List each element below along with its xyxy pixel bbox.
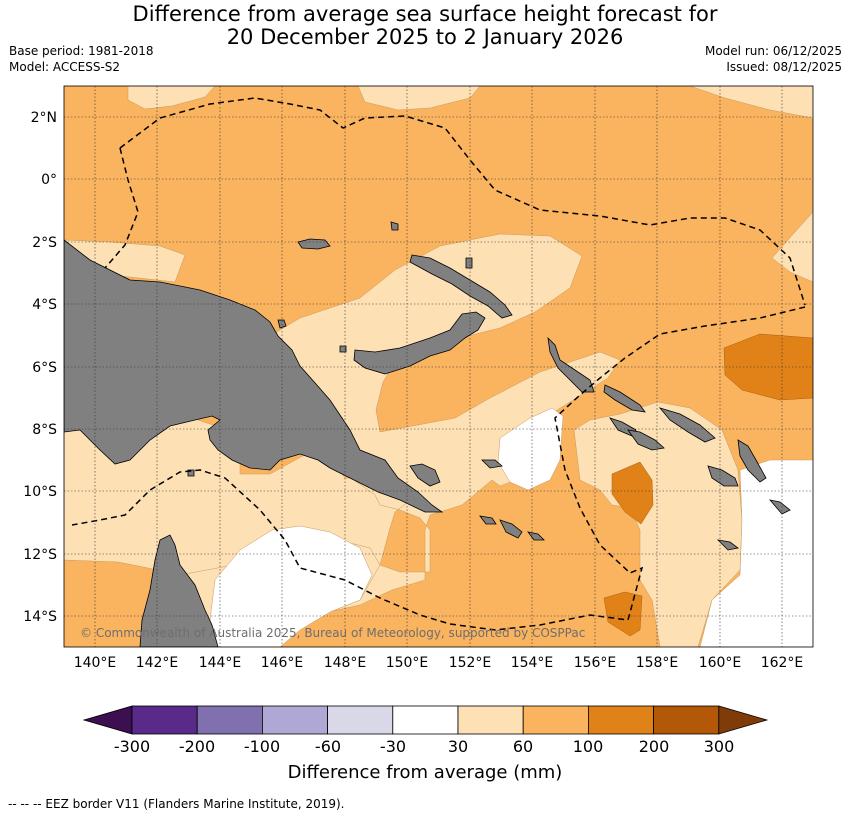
eez-border-png-north: [119, 97, 806, 306]
title-line-1: Difference from average sea surface heig…: [132, 2, 718, 26]
anomaly-30-60-east-lower: [573, 401, 743, 647]
lon-tick: 142°E: [136, 655, 179, 671]
colorbar-title: Difference from average (mm): [288, 762, 563, 783]
louisiade-archipelago: [499, 519, 523, 539]
colorbar-segment: [522, 705, 589, 735]
colorbar-labels: -300 -200 -100 -60 -30 30 60 100 200 300: [114, 737, 734, 756]
lat-tick: 4°S: [32, 297, 57, 313]
lat-tick: 14°S: [23, 609, 57, 625]
lat-tick: 8°S: [32, 422, 57, 438]
malaita: [737, 439, 767, 483]
colorbar-segment: [392, 705, 459, 735]
meta-right: Model run: 06/12/2025 Issued: 08/12/2025: [705, 43, 842, 75]
anomaly-100-200-solomon: [611, 461, 654, 525]
new-guinea: [64, 239, 444, 513]
lat-tick: 12°S: [23, 547, 57, 563]
colorbar-label: -200: [179, 737, 215, 756]
eez-border: [71, 97, 806, 631]
colorbar-label: 60: [513, 737, 533, 756]
colorbar-segment: [327, 705, 394, 735]
guadalcanal: [627, 429, 665, 451]
bismarck-islet-c: [465, 257, 473, 269]
admiralty-islet: [390, 221, 399, 231]
lon-tick: 148°E: [324, 655, 367, 671]
lon-tick: 154°E: [511, 655, 554, 671]
colorbar-segment: [261, 705, 328, 735]
eez-border-solomon: [71, 306, 806, 631]
map-gridlines: [64, 86, 813, 647]
copyright-notice: © Commonwealth of Australia 2025, Bureau…: [80, 626, 585, 640]
model-name: Model: ACCESS-S2: [9, 60, 121, 74]
dentrecasteaux-islands: [409, 463, 441, 487]
woodlark-island: [481, 459, 503, 469]
bougainville: [547, 336, 595, 393]
colorbar-extend-high: [718, 705, 769, 735]
choiseul: [603, 384, 646, 413]
makira: [707, 465, 739, 487]
lat-tick: 2°N: [31, 110, 57, 126]
lat-tick: 0°: [41, 172, 57, 188]
eez-border-png-west: [104, 147, 139, 269]
colorbar-label: -300: [114, 737, 150, 756]
colorbar-segment: [653, 705, 720, 735]
lon-tick: 158°E: [636, 655, 679, 671]
map-frame: [63, 85, 814, 648]
lon-tick: 156°E: [574, 655, 617, 671]
santa-isabel: [658, 407, 716, 443]
lon-tick: 160°E: [699, 655, 742, 671]
lon-tick: 152°E: [449, 655, 492, 671]
colorbar-label: 300: [704, 737, 735, 756]
rennell-island: [716, 539, 739, 551]
lon-tick: 140°E: [74, 655, 117, 671]
meta-left: Base period: 1981-2018 Model: ACCESS-S2: [9, 43, 154, 75]
title-line-2: 20 December 2025 to 2 January 2026: [226, 25, 624, 49]
colorbar-label: -30: [380, 737, 406, 756]
east-solomon-islet: [768, 499, 791, 515]
lon-tick: 146°E: [261, 655, 304, 671]
tagula-island: [479, 515, 497, 525]
lon-tick: 144°E: [199, 655, 242, 671]
new-britain: [353, 311, 486, 375]
eez-legend-note: -- -- -- EEZ border V11 (Flanders Marine…: [8, 797, 345, 811]
colorbar-label: 30: [448, 737, 468, 756]
colorbar-segment: [196, 705, 263, 735]
lon-tick: 150°E: [386, 655, 429, 671]
colorbar-segment: [131, 705, 198, 735]
lat-tick: 6°S: [32, 360, 57, 376]
anomaly-neutral-central: [497, 407, 564, 491]
lat-tick: 10°S: [23, 484, 57, 500]
land-masses: [64, 221, 791, 647]
colorbar-label: 200: [639, 737, 670, 756]
colorbar-segments: [82, 705, 769, 735]
colorbar-label: -60: [315, 737, 341, 756]
model-run: Model run: 06/12/2025: [704, 44, 842, 58]
anomaly-30-60-north-b: [357, 86, 481, 111]
latitude-ticks: 2°N 0° 2°S 4°S 6°S 8°S 10°S 12°S 14°S: [23, 110, 57, 625]
lon-tick: 162°E: [761, 655, 804, 671]
bismarck-islet-b: [339, 345, 347, 353]
manus-island: [297, 238, 331, 250]
longitude-ticks: 140°E 142°E 144°E 146°E 148°E 150°E 152°…: [74, 655, 804, 671]
base-period: Base period: 1981-2018: [9, 44, 154, 58]
colorbar-label: 100: [573, 737, 604, 756]
new-ireland: [409, 254, 513, 319]
cape-york-peninsula: [139, 534, 219, 647]
anomaly-100-200-south: [603, 591, 643, 637]
colorbar-label: -100: [244, 737, 280, 756]
map-title: Difference from average sea surface heig…: [0, 3, 850, 49]
anomaly-30-60-north-a: [127, 86, 216, 110]
colorbar-segment: [457, 705, 524, 735]
colorbar-extend-low: [82, 705, 133, 735]
issued-date: Issued: 08/12/2025: [726, 60, 842, 74]
lat-tick: 2°S: [32, 235, 57, 251]
colorbar-segment: [588, 705, 655, 735]
map-panel: © Commonwealth of Australia 2025, Bureau…: [23, 85, 814, 671]
